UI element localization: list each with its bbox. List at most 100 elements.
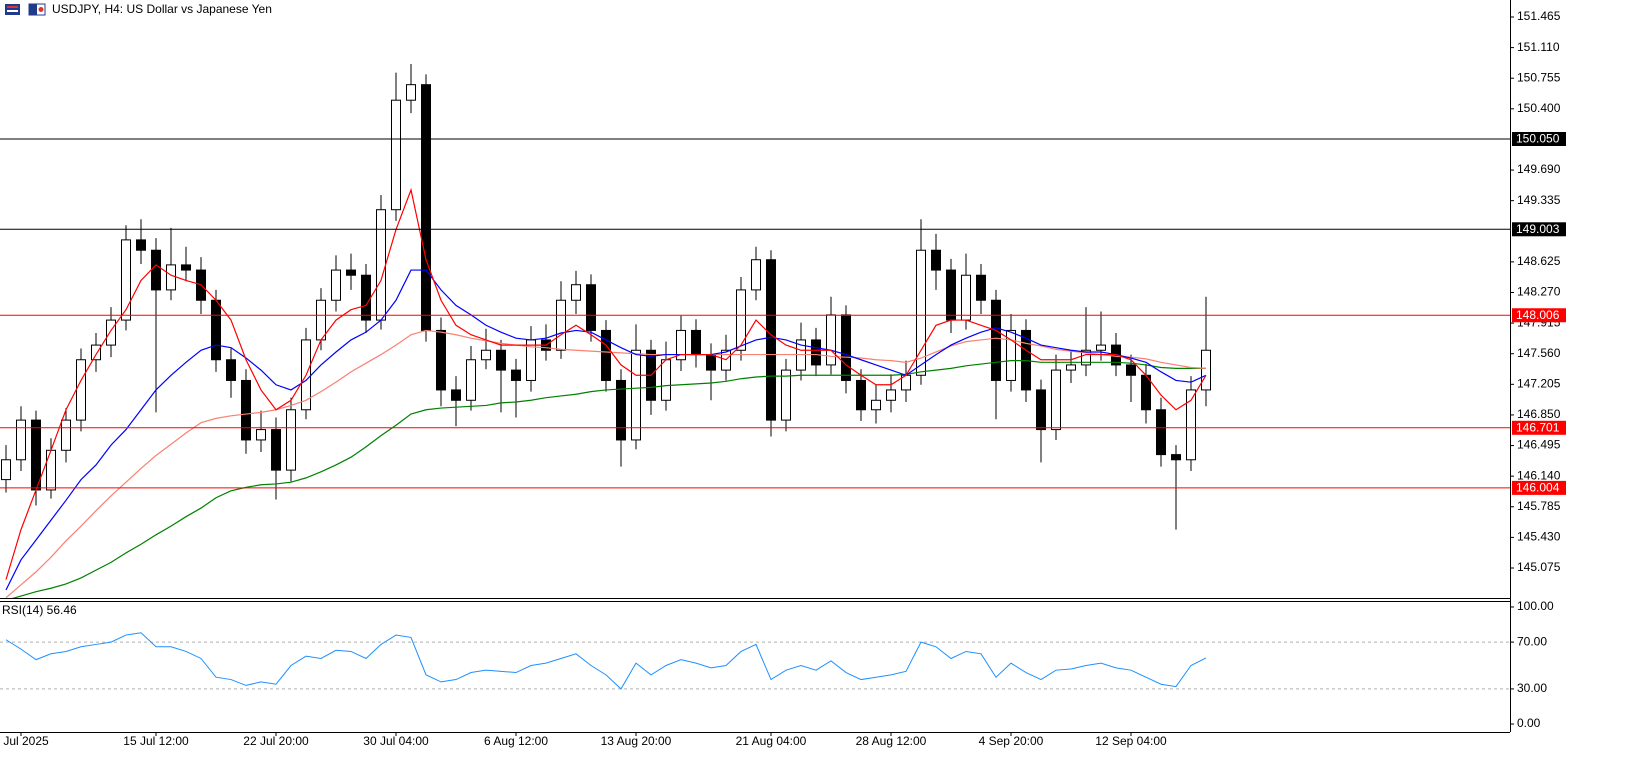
price-level-label: 146.701 <box>1516 420 1560 434</box>
y-tick-label: 145.075 <box>1517 560 1561 574</box>
candle-body <box>511 369 521 381</box>
candle-body <box>361 274 371 321</box>
candle-body <box>586 284 596 331</box>
symbol-icons <box>5 3 46 16</box>
price-panel <box>0 63 1510 598</box>
y-tick-label: 70.00 <box>1517 634 1547 648</box>
candle-body <box>16 419 26 461</box>
y-tick-label: 145.785 <box>1517 499 1561 513</box>
candle-body <box>976 274 986 301</box>
y-tick-label: 151.465 <box>1517 9 1561 23</box>
candle-body <box>1081 349 1091 366</box>
candle-body <box>1156 409 1166 456</box>
candle-body <box>811 339 821 366</box>
price-level-label: 146.004 <box>1516 481 1560 495</box>
price-level-box <box>1512 480 1566 495</box>
candle-body <box>601 329 611 381</box>
candle-body <box>241 379 251 441</box>
price-level-box <box>1512 420 1566 435</box>
candle-body <box>1066 364 1076 371</box>
y-tick-label: 146.140 <box>1517 468 1561 482</box>
candle-body <box>406 84 416 101</box>
candle-body <box>91 344 101 361</box>
candle-body <box>391 99 401 211</box>
chart-title: USDJPY, H4: US Dollar vs Japanese Yen <box>52 2 272 16</box>
x-tick-label: 8 Jul 2025 <box>0 734 49 748</box>
y-tick-label: 146.495 <box>1517 438 1561 452</box>
x-tick-label: 6 Aug 12:00 <box>484 734 548 748</box>
price-level-label: 149.003 <box>1516 222 1560 236</box>
candle-body <box>181 264 191 271</box>
y-tick-label: 150.755 <box>1517 70 1561 84</box>
candle-body <box>1141 374 1151 411</box>
x-tick-label: 22 Jul 20:00 <box>243 734 309 748</box>
candle-body <box>916 249 926 376</box>
x-tick-label: 4 Sep 20:00 <box>979 734 1044 748</box>
y-tick-label: 149.335 <box>1517 193 1561 207</box>
moving-average-line <box>11 360 1206 598</box>
candle-body <box>691 329 701 356</box>
candle-body <box>466 359 476 401</box>
candle-body <box>556 299 566 351</box>
candle-body <box>706 354 716 371</box>
icon <box>7 10 18 12</box>
rsi-line <box>5 632 1207 690</box>
x-tick-label: 12 Sep 04:00 <box>1095 734 1167 748</box>
moving-average-line <box>5 187 1207 580</box>
y-tick-label: 148.270 <box>1517 285 1561 299</box>
candle-body <box>286 409 296 471</box>
y-tick-label: 151.110 <box>1517 40 1560 54</box>
candle-body <box>871 399 881 411</box>
moving-average-line <box>5 329 1207 598</box>
y-tick-label: 149.690 <box>1517 162 1561 176</box>
candle-body <box>106 319 116 346</box>
candle-body <box>616 379 626 441</box>
x-tick-label: 13 Aug 20:00 <box>601 734 672 748</box>
moving-average-line <box>5 269 1207 591</box>
x-tick-label: 21 Aug 04:00 <box>736 734 807 748</box>
candle-body <box>481 349 491 361</box>
icon <box>38 7 44 12</box>
y-tick-label: 148.625 <box>1517 254 1561 268</box>
y-tick-label: 146.850 <box>1517 407 1561 421</box>
y-tick-label: 100.00 <box>1517 599 1554 613</box>
candle-body <box>76 359 86 421</box>
candle-body <box>31 419 41 491</box>
candle-body <box>931 249 941 271</box>
rsi-panel <box>0 632 1510 690</box>
y-tick-label: 145.430 <box>1517 530 1561 544</box>
candle-body <box>1096 344 1106 351</box>
candle-body <box>436 329 446 391</box>
candle-body <box>841 314 851 381</box>
candle-body <box>316 299 326 341</box>
candle-body <box>571 284 581 301</box>
candle-body <box>331 269 341 301</box>
candle-body <box>211 299 221 361</box>
candle-body <box>1006 329 1016 381</box>
candle-body <box>1201 349 1211 391</box>
y-tick-label: 147.560 <box>1517 346 1561 360</box>
price-level-box <box>1512 222 1566 237</box>
candle-body <box>946 269 956 321</box>
candle-body <box>736 289 746 351</box>
candle-body <box>631 349 641 441</box>
candle-body <box>1171 454 1181 461</box>
candle-body <box>121 239 131 321</box>
y-tick-label: 147.205 <box>1517 376 1561 390</box>
candle-body <box>676 329 686 361</box>
x-tick-label: 30 Jul 04:00 <box>363 734 429 748</box>
y-tick-label: 30.00 <box>1517 681 1547 695</box>
candle-body <box>46 449 56 491</box>
candle-body <box>781 369 791 421</box>
candle-body <box>496 349 506 371</box>
candle-body <box>1126 364 1136 376</box>
y-tick-label: 150.400 <box>1517 101 1561 115</box>
price-level-box <box>1512 132 1566 147</box>
candle-body <box>961 274 971 321</box>
icon <box>5 4 20 15</box>
candle-body <box>766 259 776 421</box>
price-level-box <box>1512 308 1566 323</box>
